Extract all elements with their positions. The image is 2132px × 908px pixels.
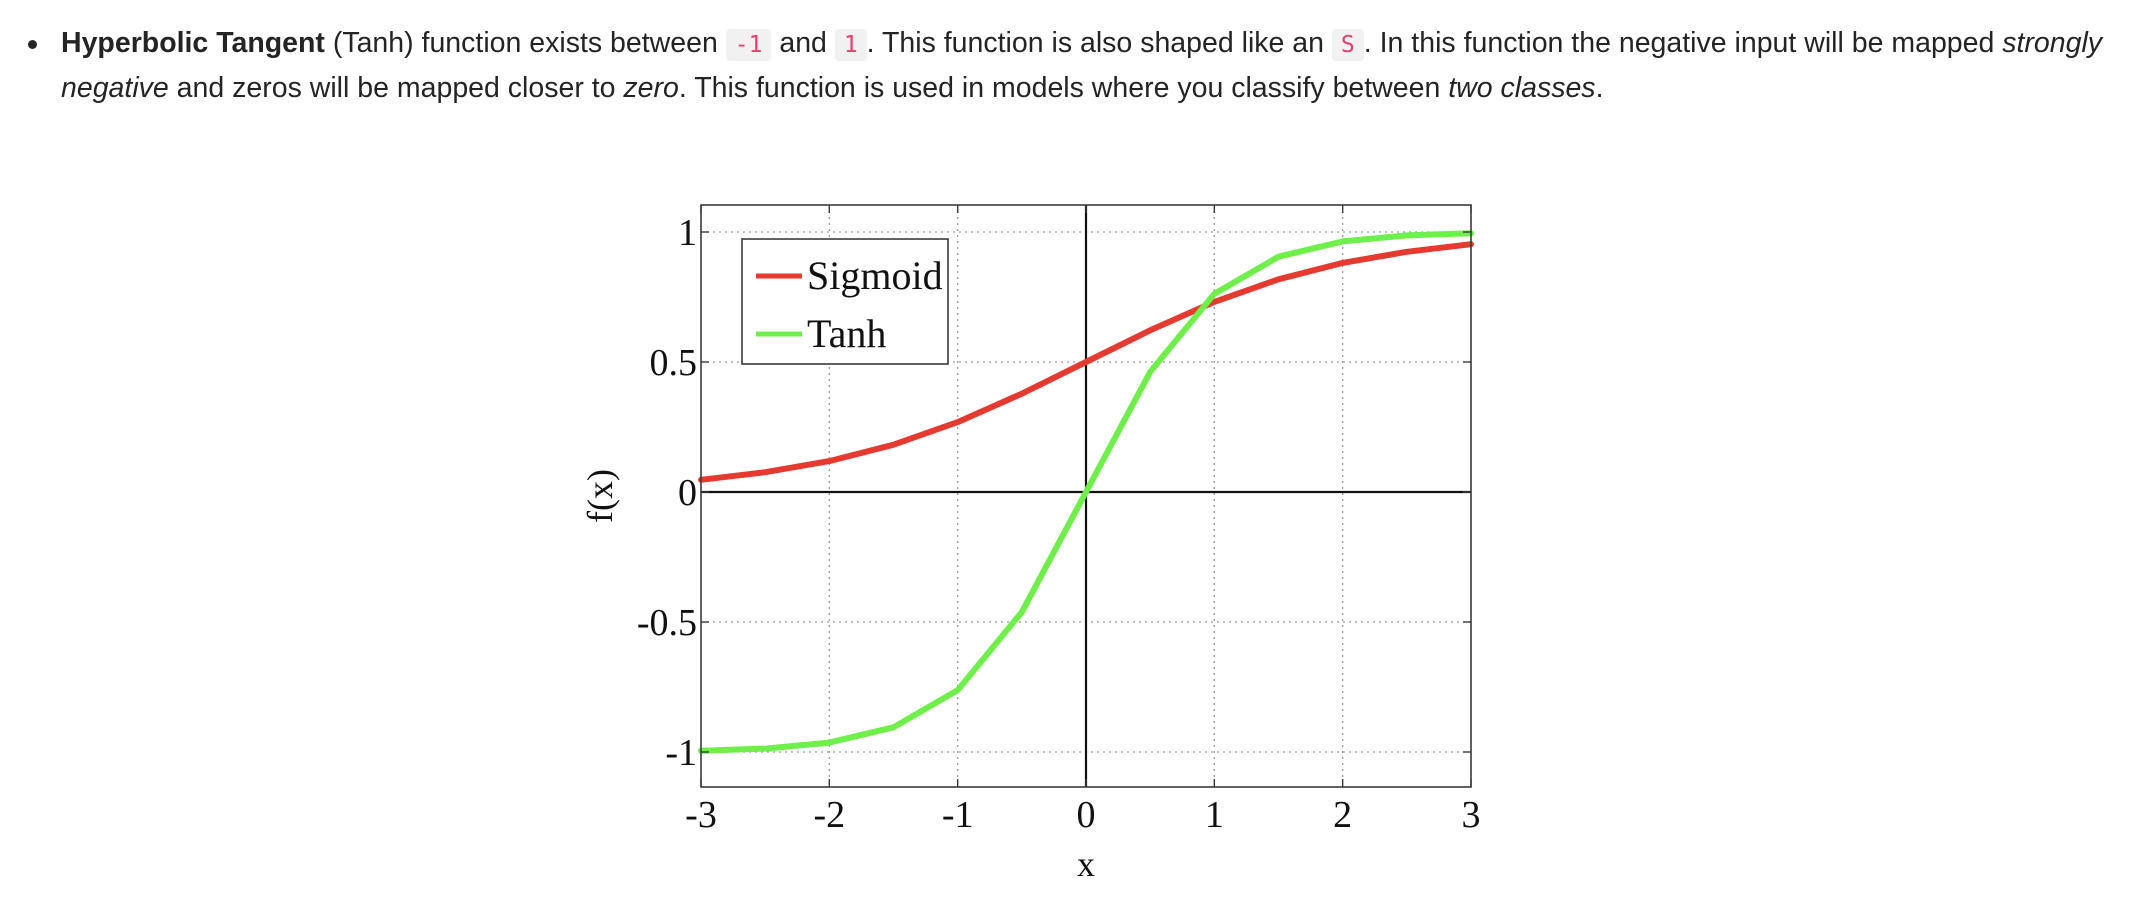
activation-chart-figure: -3 -2 -1 0 1 2 3 1 0.5 0 -0.5 -1 x f(x) Sigmoid Tan… xyxy=(560,180,1500,905)
text-segment: . This function is used in models where … xyxy=(678,72,1449,104)
activation-chart: -3 -2 -1 0 1 2 3 1 0.5 0 -0.5 -1 x f(x) Sigmoid Tan… xyxy=(560,180,1500,900)
tanh-description-item: Hyperbolic Tangent (Tanh) function exist… xyxy=(0,22,2132,110)
legend-label-tanh: Tanh xyxy=(807,311,886,356)
code-one: 1 xyxy=(834,29,867,61)
x-tick-label: 1 xyxy=(1205,794,1224,836)
text-segment: . This function is also shaped like an xyxy=(866,27,1332,59)
bullet-list: Hyperbolic Tangent (Tanh) function exist… xyxy=(0,22,2132,110)
text-segment: and zeros will be mapped closer to xyxy=(168,72,624,104)
legend: Sigmoid Tanh xyxy=(741,238,949,365)
legend-box xyxy=(741,238,949,365)
x-tick-label: 0 xyxy=(1077,794,1096,836)
x-tick-label: -3 xyxy=(685,794,717,836)
text-segment: . xyxy=(1595,72,1604,104)
emphasis-zero: zero xyxy=(623,72,679,104)
text-segment: and xyxy=(771,27,835,59)
code-s: S xyxy=(1331,29,1364,61)
y-tick-label: -1 xyxy=(665,732,697,774)
emphasis-two-classes: two classes xyxy=(1448,72,1596,104)
text-segment: (Tanh) function exists between xyxy=(324,27,726,59)
series-line-tanh xyxy=(698,230,1474,754)
text-segment: . In this function the negative input wi… xyxy=(1363,27,2003,59)
y-tick-label: 0 xyxy=(678,472,697,514)
y-tick-label: 0.5 xyxy=(650,342,698,384)
emphasis-strongly-negative: strongly negative xyxy=(61,27,2103,104)
term-hyperbolic-tangent: Hyperbolic Tangent xyxy=(61,27,325,59)
x-tick-label: 3 xyxy=(1462,794,1481,836)
code-neg-one: -1 xyxy=(725,29,772,61)
series-line-sigmoid xyxy=(698,241,1474,483)
y-tick-label: -0.5 xyxy=(637,602,697,644)
legend-label-sigmoid: Sigmoid xyxy=(807,253,943,298)
x-axis-label: x xyxy=(1077,844,1095,884)
x-tick-label: -1 xyxy=(942,794,974,836)
bullet-dot-icon xyxy=(28,40,37,49)
x-tick-label: -2 xyxy=(814,794,846,836)
y-tick-label: 1 xyxy=(678,212,697,254)
x-tick-label: 2 xyxy=(1333,794,1352,836)
y-axis-label: f(x) xyxy=(580,469,620,523)
